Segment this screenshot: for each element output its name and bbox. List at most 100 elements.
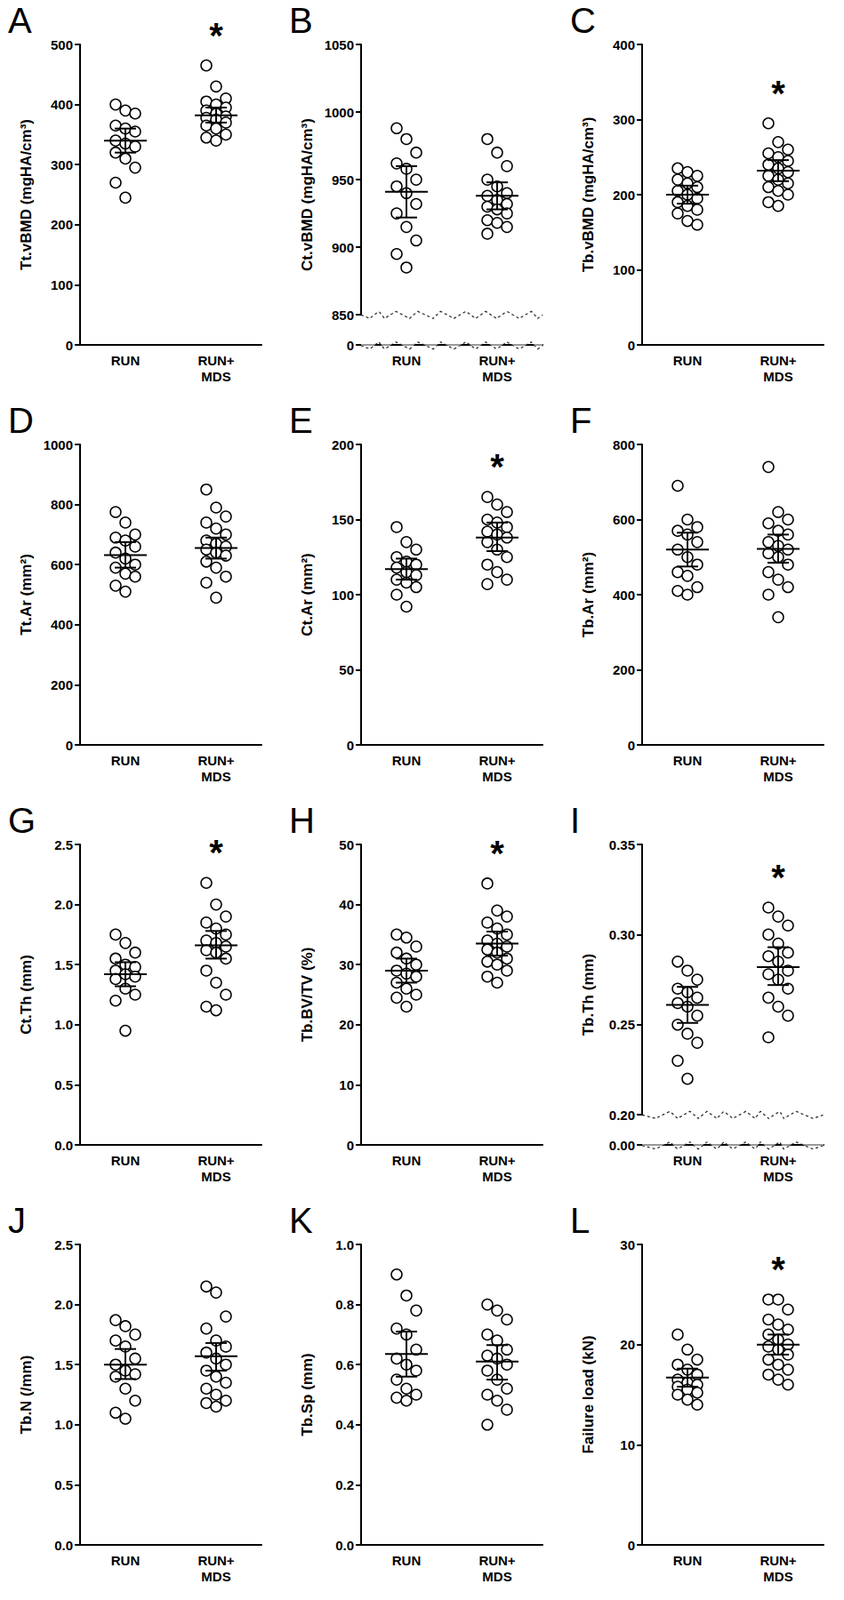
svg-text:J: J <box>8 1201 26 1241</box>
svg-text:2.5: 2.5 <box>54 837 73 853</box>
svg-text:100: 100 <box>331 587 354 603</box>
svg-text:1050: 1050 <box>324 37 354 53</box>
svg-text:Tt.vBMD (mgHA/cm³): Tt.vBMD (mgHA/cm³) <box>17 119 35 271</box>
svg-text:RUN: RUN <box>392 1153 422 1169</box>
svg-text:*: * <box>208 16 224 56</box>
svg-text:*: * <box>208 833 224 873</box>
svg-text:*: * <box>771 1250 786 1290</box>
svg-text:MDS: MDS <box>482 1569 512 1585</box>
svg-text:400: 400 <box>50 617 73 633</box>
svg-text:RUN+: RUN+ <box>759 753 796 769</box>
svg-text:Tb.Ar (mm²): Tb.Ar (mm²) <box>579 552 597 638</box>
svg-text:D: D <box>8 401 34 441</box>
svg-text:G: G <box>8 801 36 841</box>
svg-text:0.5: 0.5 <box>54 1478 73 1494</box>
svg-text:RUN: RUN <box>673 353 703 369</box>
svg-text:0: 0 <box>627 1538 636 1554</box>
svg-text:500: 500 <box>50 37 73 53</box>
svg-text:MDS: MDS <box>482 1169 512 1185</box>
svg-text:0.25: 0.25 <box>609 1017 636 1033</box>
svg-text:0: 0 <box>65 738 73 754</box>
svg-text:Ct.vBMD (mgHA/cm³): Ct.vBMD (mgHA/cm³) <box>298 118 316 272</box>
svg-text:200: 200 <box>50 677 73 693</box>
svg-text:*: * <box>771 858 786 898</box>
svg-text:0.2: 0.2 <box>335 1478 354 1494</box>
svg-text:RUN+: RUN+ <box>197 753 234 769</box>
svg-text:Failure load (kN): Failure load (kN) <box>579 1335 597 1455</box>
svg-text:RUN: RUN <box>111 353 141 369</box>
svg-text:200: 200 <box>612 187 636 203</box>
svg-text:*: * <box>771 73 786 113</box>
svg-text:Tb.Th (mm): Tb.Th (mm) <box>579 954 597 1037</box>
svg-text:30: 30 <box>619 1237 636 1254</box>
svg-text:RUN: RUN <box>111 1153 141 1169</box>
svg-text:Ct.Ar (mm²): Ct.Ar (mm²) <box>298 553 316 637</box>
svg-text:RUN+: RUN+ <box>197 353 234 369</box>
svg-text:RUN: RUN <box>392 353 422 369</box>
svg-text:200: 200 <box>50 217 73 233</box>
svg-text:0: 0 <box>65 337 73 354</box>
svg-text:30: 30 <box>338 957 354 973</box>
svg-text:MDS: MDS <box>763 1569 793 1585</box>
svg-text:*: * <box>490 834 505 874</box>
svg-text:RUN+: RUN+ <box>759 1153 796 1169</box>
svg-text:RUN: RUN <box>673 753 703 769</box>
svg-text:50: 50 <box>338 662 354 678</box>
svg-text:400: 400 <box>612 587 636 603</box>
svg-text:Tb.BV/TV (%): Tb.BV/TV (%) <box>298 948 316 1044</box>
svg-text:100: 100 <box>612 262 636 278</box>
svg-text:200: 200 <box>331 437 354 453</box>
svg-text:800: 800 <box>50 497 73 513</box>
svg-text:0: 0 <box>346 1138 354 1154</box>
svg-text:950: 950 <box>331 172 354 188</box>
svg-text:E: E <box>289 401 314 441</box>
svg-text:RUN: RUN <box>392 1553 422 1569</box>
svg-text:0: 0 <box>627 337 636 354</box>
svg-text:0: 0 <box>627 738 636 754</box>
svg-text:0: 0 <box>346 738 354 754</box>
svg-text:RUN: RUN <box>673 1153 703 1169</box>
svg-text:RUN: RUN <box>392 753 422 769</box>
svg-text:MDS: MDS <box>482 369 512 385</box>
svg-text:0.20: 0.20 <box>609 1108 636 1124</box>
svg-text:0.5: 0.5 <box>54 1077 73 1094</box>
svg-text:C: C <box>570 0 596 41</box>
svg-text:900: 900 <box>331 240 354 256</box>
svg-text:2.0: 2.0 <box>54 897 73 913</box>
svg-text:RUN+: RUN+ <box>478 753 515 769</box>
svg-text:H: H <box>289 801 315 841</box>
svg-text:1000: 1000 <box>324 104 354 121</box>
svg-text:B: B <box>289 0 314 41</box>
svg-text:2.5: 2.5 <box>54 1237 73 1254</box>
svg-text:0.00: 0.00 <box>609 1138 636 1154</box>
svg-text:300: 300 <box>612 112 636 128</box>
svg-text:MDS: MDS <box>200 769 231 785</box>
svg-text:0.0: 0.0 <box>54 1138 73 1154</box>
svg-text:MDS: MDS <box>763 769 793 785</box>
svg-text:10: 10 <box>619 1438 636 1454</box>
svg-text:RUN+: RUN+ <box>478 1553 515 1569</box>
svg-text:RUN+: RUN+ <box>759 1553 796 1569</box>
svg-text:RUN+: RUN+ <box>478 1153 515 1169</box>
svg-text:RUN: RUN <box>111 753 141 769</box>
svg-text:200: 200 <box>612 662 636 678</box>
svg-text:1000: 1000 <box>43 437 73 453</box>
svg-text:150: 150 <box>331 512 354 528</box>
svg-text:RUN+: RUN+ <box>197 1153 234 1169</box>
svg-text:0.6: 0.6 <box>335 1358 354 1374</box>
svg-text:0.35: 0.35 <box>609 837 636 853</box>
svg-text:2.0: 2.0 <box>54 1297 73 1313</box>
svg-text:L: L <box>570 1201 590 1241</box>
svg-text:Tb.vBMD (mgHA/cm³): Tb.vBMD (mgHA/cm³) <box>579 117 597 274</box>
svg-text:MDS: MDS <box>200 1569 231 1585</box>
svg-text:20: 20 <box>619 1337 636 1353</box>
svg-text:300: 300 <box>50 157 73 173</box>
svg-text:1.0: 1.0 <box>335 1237 354 1254</box>
svg-text:10: 10 <box>338 1077 354 1094</box>
svg-text:0.0: 0.0 <box>54 1538 73 1554</box>
svg-text:MDS: MDS <box>763 1169 793 1185</box>
svg-text:600: 600 <box>50 557 73 573</box>
svg-text:Tb.N (/mm): Tb.N (/mm) <box>17 1356 35 1436</box>
svg-text:Ct.Th (mm): Ct.Th (mm) <box>17 955 35 1036</box>
svg-text:*: * <box>490 447 505 487</box>
